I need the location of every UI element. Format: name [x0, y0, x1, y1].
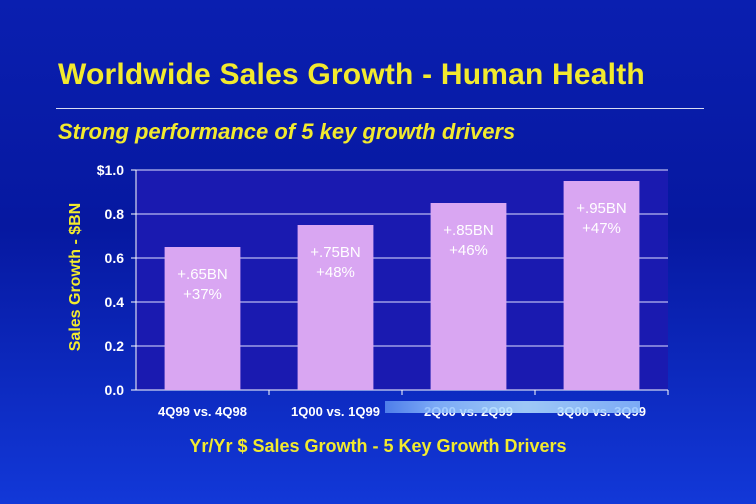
bar [297, 225, 374, 390]
x-tick-label: 4Q99 vs. 4Q98 [158, 404, 247, 419]
x-axis-label: Yr/Yr $ Sales Growth - 5 Key Growth Driv… [189, 436, 567, 456]
y-tick-label: 0.0 [105, 382, 125, 398]
data-label: +46% [449, 242, 488, 259]
bar [164, 247, 241, 390]
data-label: +47% [582, 220, 621, 237]
highlight-overlay [385, 401, 640, 413]
data-label: +.65BN [177, 266, 227, 283]
data-label: +.75BN [310, 244, 360, 261]
y-axis-label: Sales Growth - $BN [67, 202, 84, 352]
y-tick-label: 0.2 [105, 338, 125, 354]
bar [430, 203, 507, 390]
chart-subtitle: Strong performance of 5 key growth drive… [58, 119, 516, 144]
y-tick-label: 0.8 [105, 206, 125, 222]
y-tick-label: 0.6 [105, 250, 125, 266]
data-label: +48% [316, 264, 355, 281]
data-label: +.95BN [576, 200, 626, 217]
data-label: +.85BN [443, 222, 493, 239]
chart-title: Worldwide Sales Growth - Human Health [58, 58, 645, 91]
bar [563, 181, 640, 390]
data-label: +37% [183, 286, 222, 303]
title-divider [56, 108, 704, 109]
x-tick-label: 1Q00 vs. 1Q99 [291, 404, 380, 419]
y-tick-label: 0.4 [105, 294, 125, 310]
y-tick-label: $1.0 [97, 162, 124, 178]
